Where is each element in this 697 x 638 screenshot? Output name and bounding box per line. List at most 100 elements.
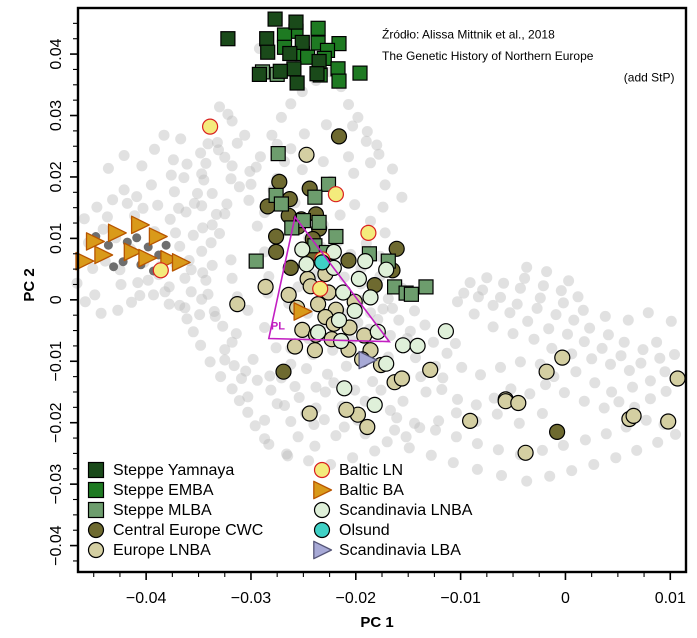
legend-label: Scandinavia LNBA — [339, 502, 473, 519]
point-baltic-ba — [85, 232, 105, 251]
background-point — [225, 254, 237, 266]
background-point — [600, 428, 612, 440]
background-point — [543, 323, 555, 335]
background-point — [557, 439, 569, 451]
background-point — [391, 412, 403, 424]
background-point — [196, 293, 208, 305]
background-point — [159, 286, 171, 298]
background-point — [259, 414, 271, 426]
background-point — [206, 219, 218, 231]
background-point — [449, 338, 461, 349]
background-point — [637, 344, 649, 356]
background-point — [511, 298, 523, 310]
background-point — [165, 169, 177, 181]
background-point — [195, 339, 207, 351]
background-point — [200, 157, 212, 169]
background-point — [644, 393, 656, 405]
background-point — [452, 393, 463, 405]
x-axis-title: PC 1 — [360, 614, 393, 631]
background-point — [410, 352, 421, 364]
background-point — [292, 431, 304, 443]
point-steppe-emba — [310, 20, 326, 36]
background-point — [659, 366, 671, 378]
background-point — [226, 272, 238, 284]
background-point — [121, 197, 133, 209]
background-point — [219, 344, 231, 356]
background-point — [179, 302, 191, 314]
background-point — [568, 314, 580, 326]
background-point — [514, 356, 526, 368]
background-point — [528, 333, 540, 345]
background-point — [206, 188, 218, 199]
background-point-dark — [103, 240, 113, 250]
background-point — [163, 298, 175, 310]
background-point — [389, 424, 401, 436]
background-point — [521, 261, 533, 273]
legend-label: Steppe MLBA — [113, 502, 212, 519]
background-point — [562, 328, 573, 340]
background-point — [487, 321, 499, 333]
background-point — [505, 383, 517, 395]
background-point — [327, 344, 339, 356]
background-point — [97, 223, 109, 235]
point-steppe-yamnaya — [289, 75, 305, 91]
background-point — [563, 275, 575, 287]
background-point — [471, 463, 483, 475]
background-point — [452, 296, 463, 308]
background-point — [642, 307, 654, 319]
background-point — [196, 168, 208, 180]
x-tick-label: 0.01 — [655, 590, 686, 607]
background-point — [365, 307, 376, 319]
legend-swatch — [87, 501, 105, 519]
background-point — [132, 277, 144, 289]
legend-label: Baltic LN — [339, 462, 403, 479]
background-point — [531, 302, 543, 314]
background-point — [194, 309, 206, 321]
background-point — [181, 313, 193, 325]
background-point — [441, 347, 453, 359]
background-point — [456, 361, 468, 373]
background-point — [219, 208, 231, 220]
point-central-europe-cwc — [388, 240, 405, 257]
background-point — [566, 465, 578, 477]
background-point — [513, 417, 525, 429]
legend-item-scandinavia-lnba: Scandinavia LNBA — [313, 501, 473, 519]
background-point — [214, 101, 225, 113]
background-point-dark — [109, 262, 119, 272]
background-point — [219, 354, 231, 366]
background-point — [409, 305, 420, 317]
background-point — [285, 416, 297, 427]
background-point — [598, 402, 610, 414]
point-steppe-yamnaya — [260, 44, 276, 60]
background-point — [371, 139, 383, 151]
background-point — [409, 417, 420, 429]
legend-item-baltic-ba: Baltic BA — [313, 480, 404, 500]
point-europe-lnba — [306, 342, 323, 359]
legend-swatch — [313, 461, 331, 479]
point-central-europe-cwc — [330, 128, 348, 145]
background-point — [249, 420, 261, 432]
legend-item-central-europe-cwc: Central Europe CWC — [87, 521, 263, 539]
background-point — [340, 360, 352, 372]
point-europe-lnba — [359, 418, 376, 436]
background-point — [91, 201, 103, 213]
background-point — [393, 314, 405, 326]
point-steppe-yamnaya — [282, 45, 298, 62]
point-scandinavia-lnba — [298, 256, 315, 273]
background-point — [622, 314, 634, 326]
background-point — [377, 303, 389, 315]
background-point — [524, 388, 536, 400]
background-point-dark — [132, 233, 142, 243]
background-point — [196, 200, 208, 212]
point-scandinavia-lnba — [369, 323, 386, 340]
background-point — [136, 160, 148, 172]
background-point — [496, 470, 507, 481]
background-point — [588, 459, 600, 470]
background-point — [606, 386, 618, 398]
point-europe-lnba — [294, 321, 311, 338]
x-tick-label: −0.04 — [126, 590, 167, 607]
background-point — [180, 206, 192, 218]
background-point — [211, 137, 223, 148]
background-point — [217, 320, 229, 332]
